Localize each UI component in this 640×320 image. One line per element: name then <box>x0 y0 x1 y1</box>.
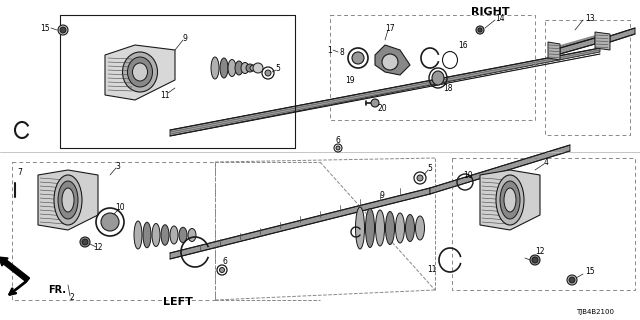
Circle shape <box>569 277 575 283</box>
Text: 14: 14 <box>495 13 505 22</box>
Ellipse shape <box>211 57 219 79</box>
Ellipse shape <box>250 65 258 71</box>
Text: 15: 15 <box>585 268 595 276</box>
Ellipse shape <box>246 64 254 72</box>
Circle shape <box>80 237 90 247</box>
Ellipse shape <box>376 210 385 246</box>
Circle shape <box>101 213 119 231</box>
Ellipse shape <box>504 188 516 212</box>
Circle shape <box>352 52 364 64</box>
Ellipse shape <box>500 181 520 219</box>
Ellipse shape <box>496 175 524 225</box>
Ellipse shape <box>62 188 74 212</box>
Text: 11: 11 <box>160 91 170 100</box>
Ellipse shape <box>122 52 157 92</box>
Polygon shape <box>430 145 570 194</box>
Ellipse shape <box>179 227 187 243</box>
Polygon shape <box>375 45 410 75</box>
Circle shape <box>417 175 423 181</box>
Polygon shape <box>105 45 175 100</box>
Circle shape <box>220 268 225 273</box>
Ellipse shape <box>58 181 78 219</box>
Text: FR.: FR. <box>48 285 66 295</box>
Text: 9: 9 <box>380 190 385 199</box>
Ellipse shape <box>365 209 374 247</box>
Ellipse shape <box>228 60 236 76</box>
Text: 7: 7 <box>17 167 22 177</box>
Ellipse shape <box>127 57 152 87</box>
Ellipse shape <box>220 58 228 78</box>
Circle shape <box>382 54 398 70</box>
Circle shape <box>58 25 68 35</box>
Ellipse shape <box>235 61 243 75</box>
Ellipse shape <box>152 223 160 246</box>
Ellipse shape <box>143 222 151 248</box>
Ellipse shape <box>54 175 82 225</box>
Ellipse shape <box>432 71 444 85</box>
Ellipse shape <box>385 212 394 244</box>
Text: 12: 12 <box>93 244 103 252</box>
Text: 11: 11 <box>428 266 436 275</box>
Polygon shape <box>170 48 600 136</box>
Text: 17: 17 <box>385 23 395 33</box>
Circle shape <box>60 27 66 33</box>
FancyArrow shape <box>0 257 29 282</box>
Text: 16: 16 <box>458 41 468 50</box>
Ellipse shape <box>406 214 415 242</box>
Circle shape <box>336 146 340 150</box>
Text: 6: 6 <box>335 135 340 145</box>
Text: 15: 15 <box>40 23 50 33</box>
Polygon shape <box>610 28 635 42</box>
Circle shape <box>530 255 540 265</box>
Circle shape <box>253 63 263 73</box>
Text: 18: 18 <box>444 84 452 92</box>
Ellipse shape <box>161 225 169 245</box>
Polygon shape <box>548 42 560 60</box>
Polygon shape <box>480 170 540 230</box>
Text: 5: 5 <box>276 63 280 73</box>
Circle shape <box>265 70 271 76</box>
Polygon shape <box>595 32 610 50</box>
Ellipse shape <box>134 221 142 249</box>
Ellipse shape <box>396 213 404 243</box>
Text: 6: 6 <box>223 258 227 267</box>
Text: TJB4B2100: TJB4B2100 <box>576 309 614 315</box>
Ellipse shape <box>170 226 178 244</box>
Text: 2: 2 <box>70 293 74 302</box>
Text: LEFT: LEFT <box>163 297 193 307</box>
Ellipse shape <box>132 63 147 81</box>
Text: 8: 8 <box>340 47 344 57</box>
Text: 19: 19 <box>345 76 355 84</box>
Text: 10: 10 <box>463 171 473 180</box>
Text: 5: 5 <box>428 164 433 172</box>
Polygon shape <box>38 170 98 230</box>
Text: 4: 4 <box>543 157 548 166</box>
Ellipse shape <box>241 62 249 74</box>
Ellipse shape <box>355 207 365 249</box>
Circle shape <box>82 239 88 245</box>
Circle shape <box>478 28 482 32</box>
Circle shape <box>567 275 577 285</box>
Ellipse shape <box>415 216 424 240</box>
Circle shape <box>476 26 484 34</box>
Circle shape <box>532 257 538 263</box>
Text: 13: 13 <box>585 13 595 22</box>
Text: RIGHT: RIGHT <box>470 7 509 17</box>
Text: 9: 9 <box>182 34 188 43</box>
Text: 1: 1 <box>327 45 332 54</box>
Text: 20: 20 <box>377 103 387 113</box>
Ellipse shape <box>188 228 196 242</box>
Polygon shape <box>560 38 595 54</box>
Text: 10: 10 <box>115 204 125 212</box>
Text: 3: 3 <box>116 162 120 171</box>
Polygon shape <box>170 188 430 259</box>
Text: 12: 12 <box>535 247 545 257</box>
Circle shape <box>371 99 379 107</box>
